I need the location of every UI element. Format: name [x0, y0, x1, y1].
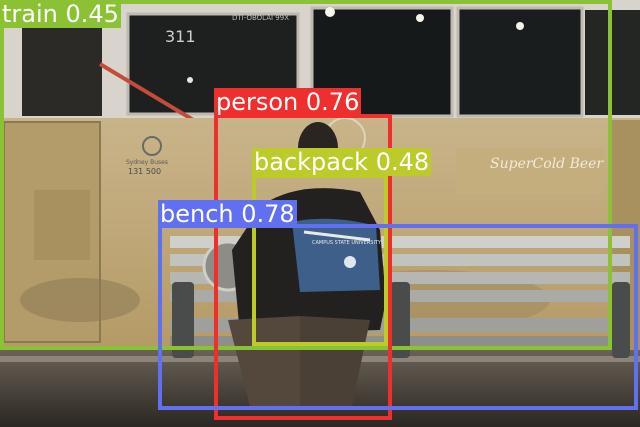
train-label-text: train — [2, 0, 58, 28]
window-frame — [456, 6, 584, 118]
train-bounding-box — [0, 0, 612, 350]
ceiling-light — [187, 77, 193, 83]
ad-panel — [456, 148, 604, 194]
destination-sign: DTI-OBOLAI 99X — [232, 14, 289, 22]
backpack-strap — [303, 230, 371, 242]
person-bounding-box — [214, 114, 392, 420]
backpack-score: 0.48 — [375, 148, 430, 176]
operator-caption: Sydney Buses — [126, 159, 168, 166]
person-label: person 0.76 — [214, 88, 362, 116]
train-label: train 0.45 — [0, 0, 121, 28]
ceiling-light — [416, 14, 424, 22]
train-score: 0.45 — [65, 0, 119, 28]
ad-text: SuperCold Beer — [490, 156, 604, 172]
bench-sticker: CAMPUS STATE UNIVERSITY — [312, 240, 382, 246]
bench-score: 0.78 — [241, 200, 295, 228]
person-label-text: person — [216, 88, 299, 116]
bench-label-text: bench — [160, 200, 234, 228]
door-panel — [34, 190, 90, 260]
operator-logo — [142, 136, 162, 156]
bench-label: bench 0.78 — [158, 200, 297, 228]
car-code: 131 500 — [128, 167, 161, 176]
train-window — [22, 18, 102, 116]
bench-bounding-box — [158, 224, 638, 410]
person-score: 0.76 — [305, 88, 360, 116]
ceiling-light — [325, 7, 335, 17]
window-frame — [126, 12, 300, 116]
ceiling-light — [516, 22, 524, 30]
backpack-label: backpack 0.48 — [252, 148, 432, 176]
backpack-bounding-box — [252, 174, 388, 346]
backpack-label-text: backpack — [254, 148, 369, 176]
grime-stain — [20, 278, 140, 322]
train-number: 311 — [165, 27, 196, 46]
train-window — [585, 10, 640, 115]
backpack-patch — [344, 256, 356, 268]
